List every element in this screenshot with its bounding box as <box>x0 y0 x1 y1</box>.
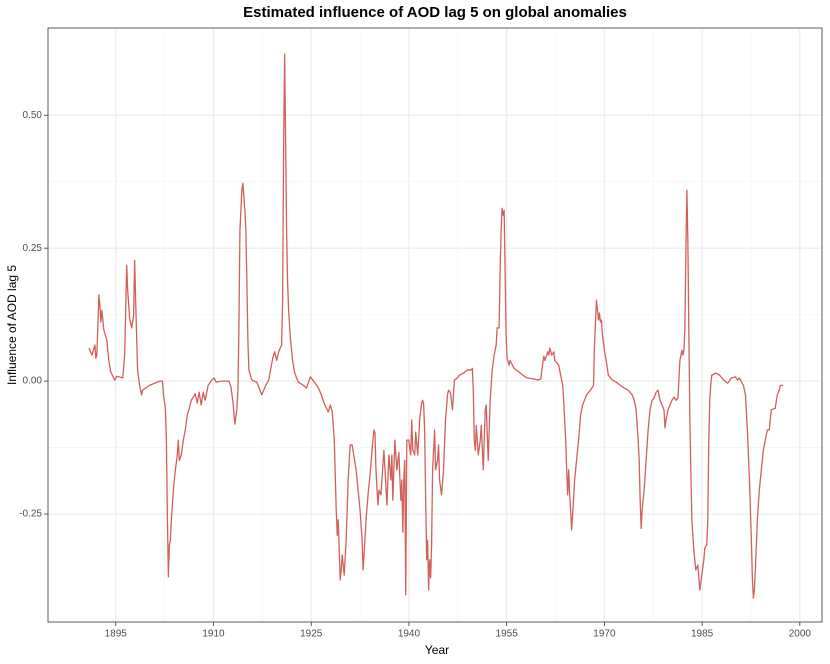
x-tick-label: 1910 <box>202 629 225 640</box>
y-tick-label: 0.50 <box>23 110 43 121</box>
y-tick-label: 0.00 <box>23 376 43 387</box>
y-axis-title: Influence of AOD lag 5 <box>5 265 19 385</box>
x-tick-label: 1985 <box>691 629 714 640</box>
x-axis-title: Year <box>425 643 449 657</box>
y-tick-label: 0.25 <box>23 243 43 254</box>
chart-title: Estimated influence of AOD lag 5 on glob… <box>243 4 627 21</box>
x-tick-label: 1940 <box>398 629 421 640</box>
x-tick-label: 1955 <box>496 629 519 640</box>
y-tick-label: -0.25 <box>19 509 42 520</box>
x-tick-label: 1970 <box>593 629 616 640</box>
panel-border <box>47 27 823 623</box>
x-tick-label: 1895 <box>105 629 128 640</box>
x-tick-label: 1925 <box>300 629 323 640</box>
x-tick-label: 2000 <box>789 629 812 640</box>
data-line <box>88 53 784 599</box>
